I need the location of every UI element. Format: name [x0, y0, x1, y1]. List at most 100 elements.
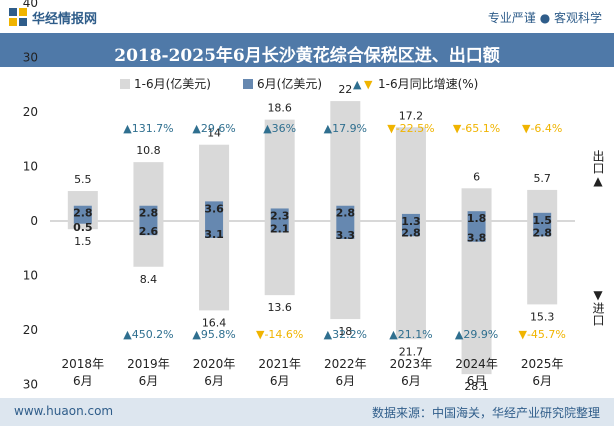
- export-growth-label: ▲17.9%: [324, 122, 367, 135]
- y-tick-label: 20: [23, 323, 38, 337]
- export-growth-label: ▲36%: [263, 122, 296, 135]
- y-tick-label: 20: [23, 105, 38, 119]
- month-export-bar: [139, 205, 158, 221]
- month-import-bar: [139, 221, 158, 236]
- month-import-label: 2.8: [532, 226, 552, 239]
- import-growth-label: ▲95.8%: [192, 328, 235, 341]
- month-export-bar: [336, 205, 355, 221]
- month-import-label: 2.6: [139, 225, 159, 238]
- import-side-label: ▼进口: [591, 288, 605, 326]
- month-import-label: 0.5: [73, 221, 93, 234]
- cum-import-bar: [264, 221, 295, 296]
- cum-export-label: 22: [338, 83, 352, 96]
- import-growth-label: ▼-14.6%: [256, 328, 303, 341]
- x-tick-label-year: 2025年: [521, 357, 564, 371]
- x-tick-label-year: 2021年: [258, 357, 301, 371]
- import-growth-label: ▲21.1%: [389, 328, 432, 341]
- month-export-label: 2.8: [139, 207, 159, 220]
- export-growth-label: ▲29.6%: [192, 122, 235, 135]
- month-export-label: 2.8: [336, 207, 356, 220]
- cum-import-label: 8.4: [140, 273, 158, 286]
- legend-growth-label: 1-6月同比增速(%): [378, 77, 478, 91]
- y-tick-label: 30: [23, 51, 38, 65]
- month-import-bar: [336, 221, 355, 239]
- x-tick-label-year: 2019年: [127, 357, 170, 371]
- brand-name: 华经情报网: [32, 12, 98, 27]
- month-export-bar: [73, 205, 92, 221]
- legend-down-icon: ▼: [364, 78, 373, 91]
- month-export-label: 2.3: [270, 209, 290, 222]
- cum-import-label: 21.7: [399, 345, 424, 358]
- export-side-label: 出口▲: [591, 150, 605, 188]
- cum-import-bar: [67, 221, 98, 230]
- slogan: 专业严谨 ● 客观科学: [487, 11, 602, 25]
- legend-month-swatch: [243, 79, 253, 89]
- legend-up-icon: ▲: [353, 78, 362, 91]
- y-tick-label: 30: [23, 378, 38, 392]
- month-export-bar: [205, 201, 224, 221]
- month-export-label: 1.5: [532, 214, 552, 227]
- x-tick-label-month: 6月: [467, 374, 487, 388]
- month-export-bar: [467, 211, 486, 221]
- footer-bar: [0, 398, 614, 426]
- import-growth-label: ▲450.2%: [123, 328, 173, 341]
- month-import-label: 2.1: [270, 222, 290, 235]
- cum-export-label: 6: [473, 170, 480, 183]
- cum-export-label: 17.2: [399, 109, 424, 122]
- month-export-bar: [401, 213, 420, 221]
- cum-export-bar: [330, 101, 361, 221]
- export-growth-label: ▼-6.4%: [522, 122, 562, 135]
- footer-source: 数据来源：中国海关，华经产业研究院整理: [371, 406, 600, 420]
- cum-export-label: 14: [207, 127, 221, 140]
- month-import-label: 3.8: [467, 232, 487, 245]
- month-import-label: 3.3: [336, 229, 356, 242]
- cum-import-label: 16.4: [202, 316, 227, 329]
- x-tick-label-month: 6月: [73, 374, 93, 388]
- month-import-bar: [205, 221, 224, 238]
- chart-canvas: 403020100102030401-6月(亿美元)6月(亿美元)▲▼1-6月同…: [23, 0, 575, 393]
- cum-import-label: 28.1: [464, 380, 489, 393]
- cum-export-label: 10.8: [136, 144, 161, 157]
- cum-import-label: 13.6: [267, 301, 292, 314]
- footer-url: www.huaon.com: [14, 404, 114, 418]
- import-growth-label: ▲32.2%: [324, 328, 367, 341]
- month-import-bar: [401, 221, 420, 237]
- x-tick-label-year: 2018年: [62, 357, 105, 371]
- huajing-logo-icon: [9, 8, 27, 26]
- chart-title: 2018-2025年6月长沙黄花综合保税区进、出口额: [114, 46, 500, 66]
- cum-import-label: 15.3: [530, 310, 555, 323]
- x-tick-label-year: 2024年: [455, 357, 498, 371]
- x-tick-label-month: 6月: [532, 374, 552, 388]
- month-import-label: 3.1: [204, 228, 224, 241]
- import-growth-label: ▲29.9%: [455, 328, 498, 341]
- cum-import-bar: [395, 221, 426, 340]
- x-tick-label-year: 2020年: [193, 357, 236, 371]
- y-tick-label: 10: [23, 160, 38, 174]
- x-tick-label-year: 2023年: [390, 357, 433, 371]
- month-import-bar: [467, 221, 486, 242]
- cum-import-label: 1.5: [74, 235, 92, 248]
- month-export-label: 1.8: [467, 212, 487, 225]
- cum-export-label: 5.7: [533, 172, 551, 185]
- export-growth-label: ▼-65.1%: [453, 122, 500, 135]
- month-import-bar: [270, 221, 289, 233]
- cum-export-label: 18.6: [267, 102, 292, 115]
- month-export-label: 3.6: [204, 202, 224, 215]
- y-tick-label: 0: [30, 214, 38, 228]
- x-tick-label-year: 2022年: [324, 357, 367, 371]
- month-export-bar: [533, 212, 552, 221]
- month-export-label: 1.3: [401, 215, 421, 228]
- export-growth-label: ▼-22.5%: [387, 122, 434, 135]
- x-tick-label-month: 6月: [139, 374, 159, 388]
- month-import-bar: [533, 221, 552, 237]
- cum-import-label: 18: [338, 325, 352, 338]
- x-tick-label-month: 6月: [204, 374, 224, 388]
- x-tick-label-month: 6月: [401, 374, 421, 388]
- legend-cum-label: 1-6月(亿美元): [134, 76, 211, 91]
- y-tick-label: 10: [23, 269, 38, 283]
- title-bar: [0, 33, 614, 67]
- month-import-bar: [73, 221, 92, 224]
- cum-export-bar: [264, 119, 295, 221]
- month-export-label: 2.8: [73, 207, 93, 220]
- cum-import-bar: [461, 221, 492, 375]
